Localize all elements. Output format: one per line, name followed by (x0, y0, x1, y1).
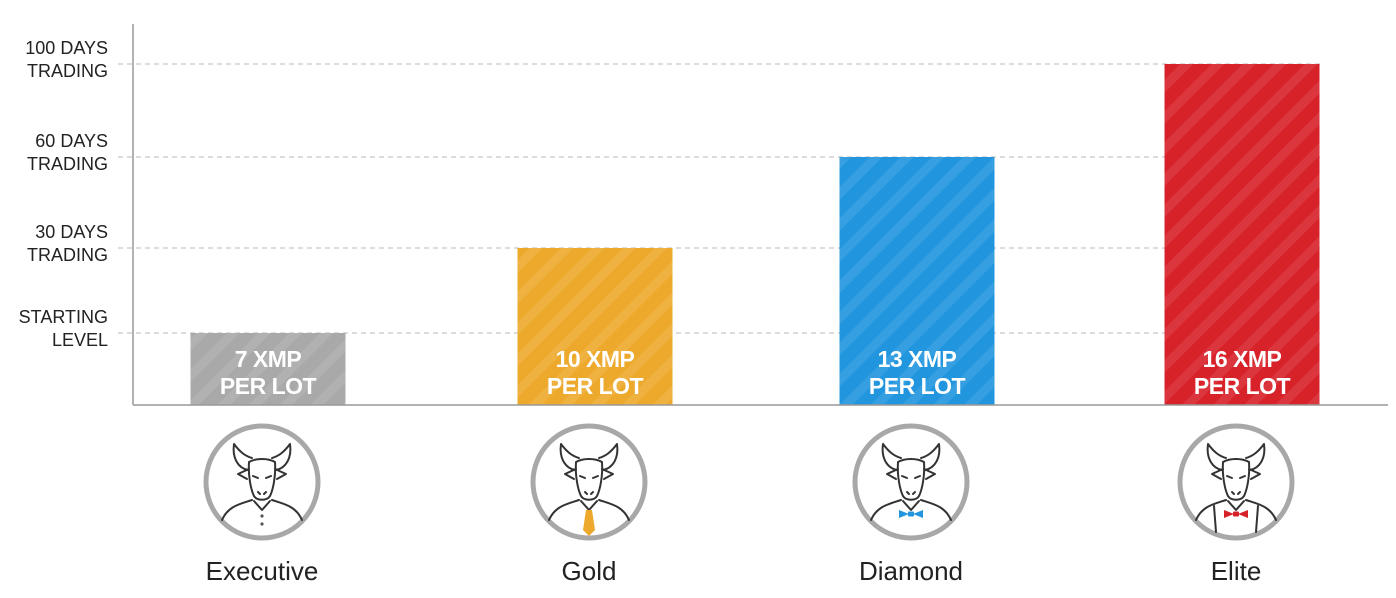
bar-stripes (839, 157, 995, 405)
bar-stripes (517, 248, 673, 405)
bar-value-label: 16 XMP (1203, 346, 1282, 372)
tier-name-label: Executive (206, 556, 319, 586)
y-tick-label: 60 DAYS (35, 131, 108, 151)
bar-value-label: 7 XMP (235, 346, 302, 372)
y-tick-label: 30 DAYS (35, 222, 108, 242)
bar-value-label: PER LOT (547, 373, 644, 399)
y-tick-label: 100 DAYS (25, 38, 108, 58)
bar-value-label: PER LOT (220, 373, 317, 399)
bar-stripes (1164, 64, 1320, 405)
bull-executive-icon (203, 423, 321, 541)
tier-name-label: Elite (1211, 556, 1262, 586)
bar-value-label: 13 XMP (878, 346, 957, 372)
bull-gold-icon (530, 423, 648, 541)
bull-elite-icon (1177, 423, 1295, 541)
bull-diamond-icon (852, 423, 970, 541)
bar-value-label: PER LOT (1194, 373, 1291, 399)
y-tick-label: TRADING (27, 245, 108, 265)
y-tick-label: STARTING (19, 307, 108, 327)
bar-stripes (190, 333, 346, 405)
y-tick-label: TRADING (27, 154, 108, 174)
bar-value-label: 10 XMP (556, 346, 635, 372)
tier-name-label: Diamond (859, 556, 963, 586)
tier-icons (203, 423, 1295, 541)
tier-labels: Executive Gold Diamond Elite (206, 556, 1262, 586)
tier-name-label: Gold (562, 556, 617, 586)
grid-lines (118, 63, 1320, 334)
y-tick-label: TRADING (27, 61, 108, 81)
y-tick-label: LEVEL (52, 330, 108, 350)
bar-value-label: PER LOT (869, 373, 966, 399)
y-axis-labels: STARTING LEVEL 30 DAYS TRADING 60 DAYS TRADIN… (19, 38, 108, 350)
